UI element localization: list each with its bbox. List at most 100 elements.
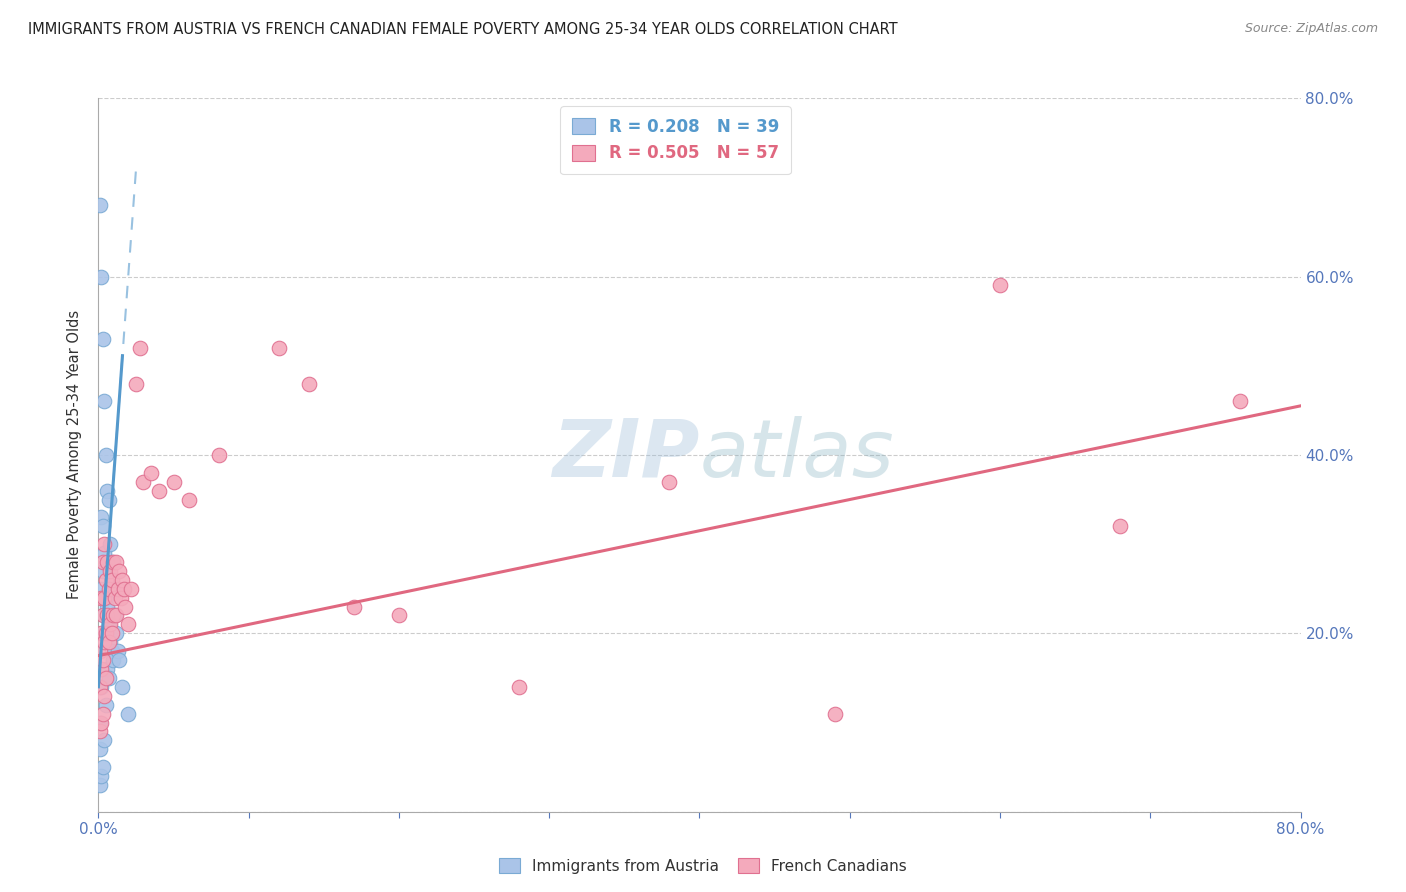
Point	[93, 394, 115, 409]
Point	[96, 483, 118, 498]
Point	[93, 608, 115, 623]
Point	[105, 608, 128, 623]
Point	[91, 760, 114, 774]
Point	[100, 564, 122, 578]
Point	[267, 341, 290, 355]
Point	[298, 376, 321, 391]
Point	[132, 475, 155, 489]
Point	[100, 635, 122, 649]
Point	[1109, 519, 1132, 533]
Point	[91, 706, 114, 721]
Point	[89, 742, 111, 756]
Point	[91, 332, 114, 346]
Point	[93, 635, 115, 649]
Point	[93, 537, 115, 551]
Point	[148, 483, 170, 498]
Point	[89, 198, 111, 212]
Point	[97, 617, 120, 632]
Y-axis label: Female Poverty Among 25-34 Year Olds: Female Poverty Among 25-34 Year Olds	[67, 310, 83, 599]
Point	[108, 653, 131, 667]
Point	[90, 662, 112, 676]
Point	[90, 626, 112, 640]
Point	[125, 376, 148, 391]
Point	[94, 671, 117, 685]
Point	[101, 644, 124, 658]
Legend: Immigrants from Austria, French Canadians: Immigrants from Austria, French Canadian…	[492, 852, 914, 880]
Point	[107, 644, 129, 658]
Point	[162, 475, 184, 489]
Point	[177, 492, 200, 507]
Point	[208, 448, 231, 462]
Point	[89, 680, 111, 694]
Point	[388, 608, 411, 623]
Point	[101, 573, 124, 587]
Point	[105, 626, 128, 640]
Point	[129, 341, 152, 355]
Point	[343, 599, 366, 614]
Point	[91, 564, 114, 578]
Point	[90, 715, 112, 730]
Point	[508, 680, 530, 694]
Point	[108, 564, 131, 578]
Point	[111, 573, 134, 587]
Point	[103, 608, 125, 623]
Point	[97, 492, 120, 507]
Point	[105, 555, 128, 569]
Point	[139, 466, 162, 480]
Point	[90, 591, 112, 605]
Text: atlas: atlas	[700, 416, 894, 494]
Point	[658, 475, 681, 489]
Point	[94, 448, 117, 462]
Point	[93, 546, 115, 560]
Text: ZIP: ZIP	[553, 416, 700, 494]
Point	[111, 680, 134, 694]
Point	[96, 555, 118, 569]
Point	[104, 591, 127, 605]
Point	[114, 599, 136, 614]
Point	[824, 706, 846, 721]
Point	[100, 617, 122, 632]
Point	[91, 626, 114, 640]
Point	[89, 778, 111, 792]
Point	[112, 582, 135, 596]
Point	[90, 510, 112, 524]
Point	[93, 733, 115, 747]
Point	[94, 698, 117, 712]
Point	[94, 591, 117, 605]
Point	[103, 555, 125, 569]
Point	[90, 269, 112, 284]
Point	[97, 582, 120, 596]
Point	[91, 555, 114, 569]
Point	[96, 608, 118, 623]
Point	[104, 608, 127, 623]
Point	[103, 653, 125, 667]
Point	[91, 608, 114, 623]
Point	[96, 599, 118, 614]
Text: IMMIGRANTS FROM AUSTRIA VS FRENCH CANADIAN FEMALE POVERTY AMONG 25-34 YEAR OLDS : IMMIGRANTS FROM AUSTRIA VS FRENCH CANADI…	[28, 22, 898, 37]
Point	[101, 555, 124, 569]
Point	[988, 278, 1011, 293]
Point	[89, 644, 111, 658]
Point	[117, 617, 139, 632]
Point	[97, 671, 120, 685]
Point	[100, 537, 122, 551]
Legend: R = 0.208   N = 39, R = 0.505   N = 57: R = 0.208 N = 39, R = 0.505 N = 57	[560, 106, 790, 174]
Point	[96, 662, 118, 676]
Point	[91, 519, 114, 533]
Point	[97, 635, 120, 649]
Point	[90, 582, 112, 596]
Point	[101, 626, 124, 640]
Point	[117, 706, 139, 721]
Point	[89, 715, 111, 730]
Point	[93, 689, 115, 703]
Point	[103, 582, 125, 596]
Point	[110, 591, 132, 605]
Point	[107, 582, 129, 596]
Text: Source: ZipAtlas.com: Source: ZipAtlas.com	[1244, 22, 1378, 36]
Point	[94, 626, 117, 640]
Point	[93, 591, 115, 605]
Point	[91, 653, 114, 667]
Point	[90, 680, 112, 694]
Point	[89, 724, 111, 739]
Point	[94, 573, 117, 587]
